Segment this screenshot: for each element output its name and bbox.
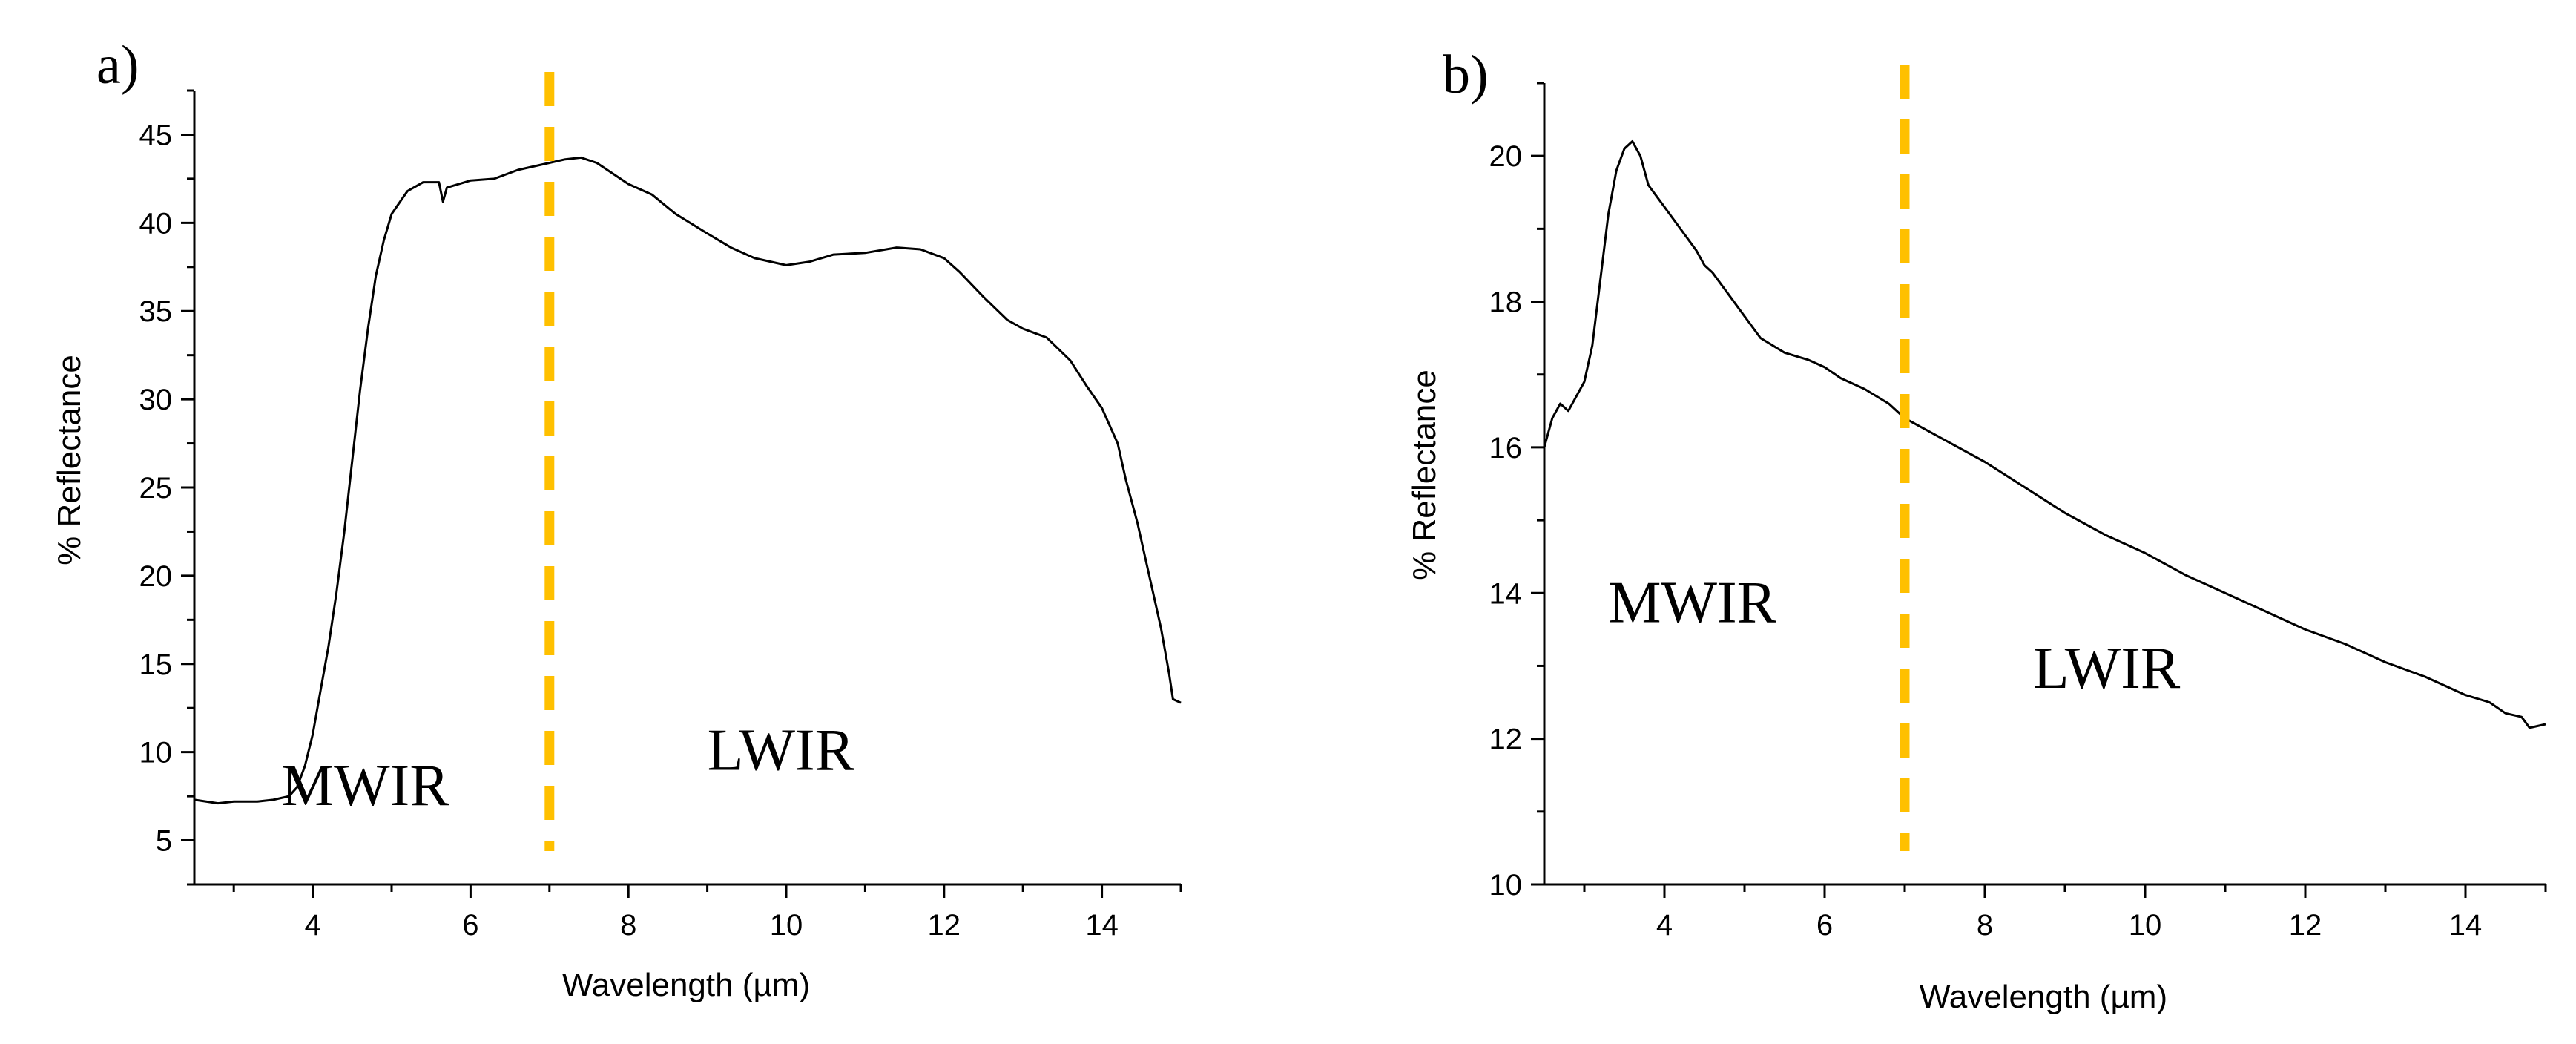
y-tick-label: 10 bbox=[1489, 869, 1523, 902]
region-label-mwir-b: MWIR bbox=[1608, 571, 1776, 636]
x-tick-label: 14 bbox=[1085, 909, 1119, 942]
x-axis-label-a: Wavelength (µm) bbox=[562, 967, 810, 1003]
x-tick-label: 10 bbox=[2129, 909, 2162, 942]
y-tick-label: 18 bbox=[1489, 286, 1523, 319]
y-tick-label: 20 bbox=[1489, 140, 1523, 173]
x-tick-label: 4 bbox=[1656, 909, 1673, 942]
y-tick-label: 20 bbox=[139, 560, 173, 593]
series-line-b bbox=[1543, 140, 2546, 729]
x-tick-label: 14 bbox=[2449, 909, 2483, 942]
y-tick-label: 30 bbox=[139, 384, 173, 416]
y-tick-label: 10 bbox=[139, 737, 173, 769]
x-ticks-b: 4 6 8 10 12 14 bbox=[1583, 884, 2547, 942]
y-axis-label-b: % Reflectance bbox=[1406, 370, 1443, 580]
axes-b bbox=[1543, 83, 2546, 886]
y-tick-label: 40 bbox=[139, 207, 173, 240]
y-tick-label: 45 bbox=[139, 119, 173, 151]
x-tick-label: 6 bbox=[462, 909, 478, 942]
panel-label-b: b) bbox=[1443, 45, 1489, 105]
region-label-lwir-b: LWIR bbox=[2033, 636, 2181, 701]
y-tick-label: 16 bbox=[1489, 432, 1523, 464]
series-line-a bbox=[194, 156, 1182, 805]
x-tick-label: 6 bbox=[1816, 909, 1833, 942]
panel-label-a: a) bbox=[96, 35, 139, 96]
y-tick-label: 12 bbox=[1489, 723, 1523, 756]
y-tick-label: 25 bbox=[139, 472, 173, 505]
y-ticks-b: 10 12 14 16 18 20 bbox=[1489, 82, 1544, 902]
reflectance-line-b bbox=[1543, 140, 2546, 729]
chart-panel-b: b) % Reflectance Wavelength (µm) 4 6 8 10 12… bbox=[1406, 45, 2547, 1015]
chart-panel-a: a) % Reflectance Wavelength (µm) 4 6 8 10 12… bbox=[51, 35, 1182, 1003]
x-tick-label: 12 bbox=[928, 909, 961, 942]
y-tick-label: 35 bbox=[139, 295, 173, 328]
x-tick-label: 10 bbox=[770, 909, 803, 942]
x-ticks-a: 4 6 8 10 12 14 bbox=[232, 884, 1182, 942]
y-tick-label: 5 bbox=[156, 825, 172, 858]
x-tick-label: 8 bbox=[1977, 909, 1993, 942]
y-tick-label: 15 bbox=[139, 649, 173, 681]
reflectance-line-a bbox=[194, 156, 1182, 805]
x-tick-label: 8 bbox=[620, 909, 636, 942]
x-tick-label: 4 bbox=[304, 909, 320, 942]
x-tick-label: 12 bbox=[2289, 909, 2322, 942]
x-axis-label-b: Wavelength (µm) bbox=[1920, 979, 2167, 1015]
y-ticks-a: 5 10 15 20 25 30 35 40 45 bbox=[139, 89, 194, 886]
y-axis-label-a: % Reflectance bbox=[51, 355, 88, 565]
y-tick-label: 14 bbox=[1489, 577, 1523, 610]
region-label-lwir-a: LWIR bbox=[708, 718, 855, 783]
region-label-mwir-a: MWIR bbox=[281, 753, 449, 818]
